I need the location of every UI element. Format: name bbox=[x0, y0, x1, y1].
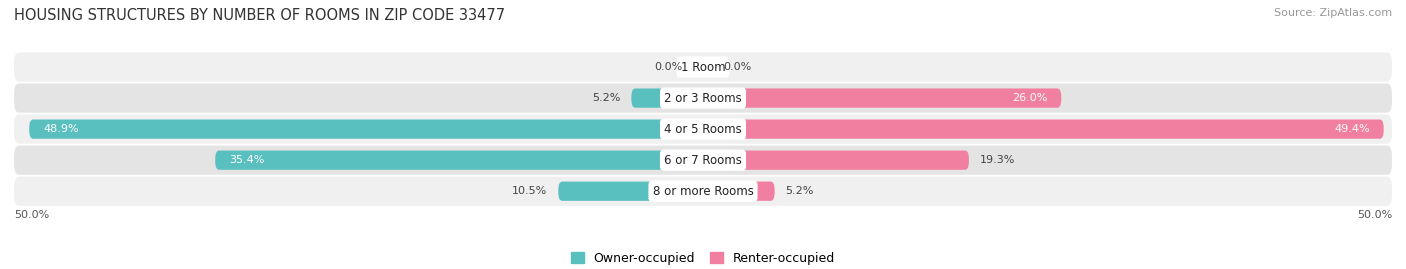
FancyBboxPatch shape bbox=[14, 146, 1392, 175]
Legend: Owner-occupied, Renter-occupied: Owner-occupied, Renter-occupied bbox=[571, 252, 835, 265]
Text: Source: ZipAtlas.com: Source: ZipAtlas.com bbox=[1274, 8, 1392, 18]
FancyBboxPatch shape bbox=[14, 52, 1392, 82]
FancyBboxPatch shape bbox=[703, 119, 1384, 139]
FancyBboxPatch shape bbox=[30, 119, 703, 139]
FancyBboxPatch shape bbox=[631, 89, 703, 108]
FancyBboxPatch shape bbox=[703, 151, 969, 170]
Text: 49.4%: 49.4% bbox=[1334, 124, 1369, 134]
FancyBboxPatch shape bbox=[215, 151, 703, 170]
Text: 10.5%: 10.5% bbox=[512, 186, 547, 196]
Text: 50.0%: 50.0% bbox=[1357, 210, 1392, 220]
Text: 35.4%: 35.4% bbox=[229, 155, 264, 165]
FancyBboxPatch shape bbox=[14, 115, 1392, 144]
FancyBboxPatch shape bbox=[558, 182, 703, 201]
Text: 4 or 5 Rooms: 4 or 5 Rooms bbox=[664, 123, 742, 136]
Text: 48.9%: 48.9% bbox=[44, 124, 79, 134]
FancyBboxPatch shape bbox=[14, 83, 1392, 113]
Text: 50.0%: 50.0% bbox=[14, 210, 49, 220]
FancyBboxPatch shape bbox=[703, 89, 1062, 108]
Text: 1 Room: 1 Room bbox=[681, 61, 725, 73]
Text: 0.0%: 0.0% bbox=[654, 62, 682, 72]
FancyBboxPatch shape bbox=[703, 182, 775, 201]
Text: 5.2%: 5.2% bbox=[786, 186, 814, 196]
Text: 2 or 3 Rooms: 2 or 3 Rooms bbox=[664, 91, 742, 105]
Text: 5.2%: 5.2% bbox=[592, 93, 620, 103]
Text: 8 or more Rooms: 8 or more Rooms bbox=[652, 185, 754, 198]
Text: 26.0%: 26.0% bbox=[1012, 93, 1047, 103]
Text: 0.0%: 0.0% bbox=[724, 62, 752, 72]
Text: 6 or 7 Rooms: 6 or 7 Rooms bbox=[664, 154, 742, 167]
Text: HOUSING STRUCTURES BY NUMBER OF ROOMS IN ZIP CODE 33477: HOUSING STRUCTURES BY NUMBER OF ROOMS IN… bbox=[14, 8, 505, 23]
Text: 19.3%: 19.3% bbox=[980, 155, 1015, 165]
FancyBboxPatch shape bbox=[14, 177, 1392, 206]
